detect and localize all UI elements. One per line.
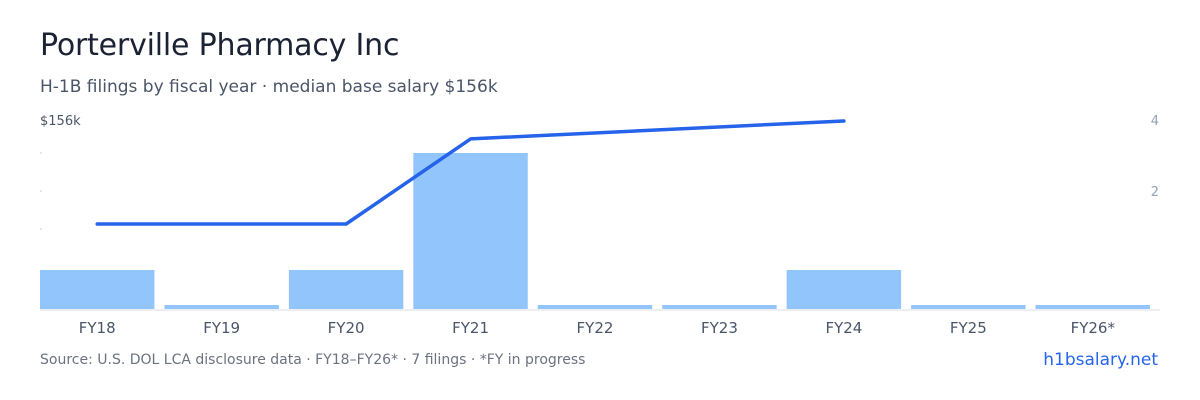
- bar-fy21: [413, 153, 528, 309]
- x-axis-tick-labels: FY18 FY19 FY20 FY21 FY22 FY23 FY24 FY25 FY26*: [79, 319, 1116, 337]
- left-axis-dot: [40, 152, 42, 154]
- bar-fy22: [537, 305, 653, 309]
- bar-fy26-star: [1035, 305, 1150, 309]
- x-tick-label: FY26*: [1071, 319, 1116, 337]
- bar-fy23: [662, 305, 777, 309]
- x-tick-label: FY21: [452, 319, 489, 337]
- bar-fy18: [40, 270, 155, 309]
- right-axis-ticks: 24: [1151, 114, 1159, 200]
- salary-line: [95, 119, 846, 226]
- x-tick-label: FY20: [328, 319, 365, 337]
- left-axis-tick-label: $156k: [40, 114, 81, 129]
- left-axis-dot: [40, 190, 42, 192]
- chart-title: Porterville Pharmacy Inc: [40, 28, 400, 63]
- right-axis-tick-label: 2: [1151, 185, 1159, 200]
- bar-fy20: [288, 270, 404, 309]
- x-tick-label: FY25: [950, 319, 987, 337]
- left-axis-dots: [40, 152, 42, 230]
- bar-series: [40, 153, 1150, 309]
- bar-fy19: [164, 305, 279, 309]
- x-tick-label: FY18: [79, 319, 116, 337]
- brand-link[interactable]: h1bsalary.net: [1043, 350, 1158, 370]
- x-tick-label: FY23: [701, 319, 738, 337]
- left-axis-dot: [40, 228, 42, 230]
- x-tick-label: FY19: [203, 319, 240, 337]
- x-tick-label: FY22: [577, 319, 614, 337]
- bar-fy25: [911, 305, 1026, 309]
- x-tick-label: FY24: [825, 319, 862, 337]
- chart-subtitle: H-1B filings by fiscal year · median bas…: [40, 77, 498, 97]
- footer-source: Source: U.S. DOL LCA disclosure data · F…: [40, 352, 586, 368]
- bar-fy24: [786, 270, 902, 309]
- right-axis-tick-label: 4: [1151, 114, 1159, 129]
